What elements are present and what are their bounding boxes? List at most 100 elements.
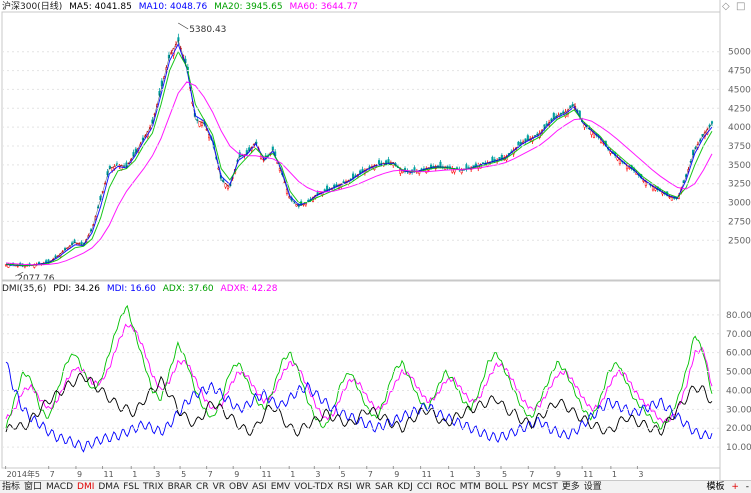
date-tick-label: 1: [450, 470, 455, 479]
axes: 5000 4750 4500 4250 4000 3750 3500 3250 3000 2750…: [1, 0, 751, 480]
ma5-line: [5, 39, 713, 267]
date-tick-label: 3: [155, 470, 160, 479]
date-tick-label: 11: [104, 470, 114, 479]
dmi-tick-label: 80.00: [726, 311, 751, 321]
price-tick-label: 3500: [728, 161, 751, 171]
ma60-line: [5, 81, 713, 266]
mdi-label: MDI: 16.60: [106, 284, 156, 294]
template-button[interactable]: 模板: [706, 482, 725, 492]
dmi-legend: DMI(35,6) PDI: 34.26 MDI: 16.60 ADX: 37.…: [2, 283, 281, 295]
date-tick-label: 3: [315, 470, 320, 479]
date-tick-label: 1: [132, 470, 137, 479]
tab-trix[interactable]: TRIX: [142, 482, 164, 492]
tab-psy[interactable]: PSY: [511, 482, 529, 492]
candle: [337, 183, 340, 191]
adx-label: ADX: 37.60: [162, 284, 214, 294]
tab-cr[interactable]: CR: [196, 482, 209, 492]
zoom-out-button[interactable]: -: [745, 482, 749, 492]
date-tick-label: 1: [612, 470, 617, 479]
price-tick-label: 2500: [728, 236, 751, 246]
date-tick-label: 11: [583, 470, 593, 479]
candle: [531, 135, 534, 144]
tab-sar[interactable]: SAR: [375, 482, 394, 492]
chart-canvas: 5380.43 2077.76 5000 4750 4500 4250 4000 3750 3…: [1, 0, 751, 480]
ma5-label: MA5: 4041.85: [69, 2, 132, 12]
dmi-panel-frame: [1, 280, 721, 469]
date-tick-label: 3: [475, 470, 480, 479]
candle: [238, 149, 241, 160]
mdi-line: [5, 361, 713, 453]
date-tick-label: 11: [422, 470, 432, 479]
candle: [465, 162, 468, 172]
tab-asi[interactable]: ASI: [252, 482, 267, 492]
price-tick-label: 4000: [728, 123, 751, 133]
date-tick-label: 9: [556, 470, 561, 479]
tab-fsl[interactable]: FSL: [123, 482, 139, 492]
date-tick-label: 3: [638, 470, 643, 479]
tab-rsi[interactable]: RSI: [337, 482, 352, 492]
price-legend: 沪深300(日线) MA5: 4041.85 MA10: 4048.76 MA2…: [2, 1, 362, 13]
tab-mcst[interactable]: MCST: [532, 482, 558, 492]
tab-obv[interactable]: OBV: [229, 482, 249, 492]
adxr-line: [5, 323, 713, 424]
date-tick-label: 9: [77, 470, 82, 479]
tab-macd[interactable]: MACD: [46, 482, 74, 492]
tab-dmi[interactable]: DMI: [77, 482, 95, 492]
tab-[interactable]: 窗口: [24, 482, 43, 492]
tab-[interactable]: 指标: [2, 482, 21, 492]
dmi-tick-label: 50.00: [726, 368, 751, 378]
tab-vol-tdx[interactable]: VOL-TDX: [294, 482, 334, 492]
tab-dma[interactable]: DMA: [98, 482, 120, 492]
date-tick-label: 5: [340, 470, 345, 479]
price-panel[interactable]: 5380.43 2077.76: [4, 22, 714, 284]
tab-cci[interactable]: CCI: [416, 482, 433, 492]
candle: [198, 121, 201, 128]
pdi-line: [5, 372, 713, 437]
date-tick-label: 2014年5: [7, 469, 40, 479]
date-tick-label: 7: [529, 470, 534, 479]
tab-[interactable]: 设置: [583, 482, 602, 492]
diamond-icon[interactable]: ◇: [722, 1, 730, 12]
adxr-label: ADXR: 42.28: [220, 284, 278, 294]
tab-list: 指标 窗口 MACD DMI DMA FSL TRIX BRAR CR VR OBV ASI EMV VO…: [0, 482, 604, 492]
tab-kdj[interactable]: KDJ: [397, 482, 413, 492]
adx-line: [5, 304, 713, 430]
dmi-panel[interactable]: [5, 304, 713, 453]
date-tick-label: 7: [368, 470, 373, 479]
dmi-tick-label: 70.00: [726, 330, 751, 340]
low-annotation: 2077.76: [17, 274, 54, 284]
indicator-tab-bar: 指标 窗口 MACD DMI DMA FSL TRIX BRAR CR VR OBV ASI EMV VO…: [0, 480, 751, 493]
dmi-tick-label: 20.00: [726, 424, 751, 434]
tab-boll[interactable]: BOLL: [484, 482, 508, 492]
ma10-line: [5, 42, 713, 267]
tab-vr[interactable]: VR: [212, 482, 226, 492]
date-tick-label: 1: [290, 470, 295, 479]
symbol-label: 沪深300(日线): [2, 2, 63, 12]
dmi-tick-label: 40.00: [726, 386, 751, 396]
price-tick-label: 2750: [728, 217, 751, 227]
high-marker: [178, 22, 189, 30]
dmi-tick-label: 10.00: [726, 443, 751, 453]
dmi-title: DMI(35,6): [2, 284, 47, 294]
ma60-label: MA60: 3644.77: [289, 2, 358, 12]
tab-mtm[interactable]: MTM: [459, 482, 481, 492]
tab-[interactable]: 更多: [561, 482, 580, 492]
date-tick-label: 9: [394, 470, 399, 479]
date-tick-label: 11: [261, 470, 271, 479]
price-tick-label: 4250: [728, 104, 751, 114]
high-annotation: 5380.43: [189, 25, 226, 35]
dmi-tick-label: 30.00: [726, 405, 751, 415]
tab-wr[interactable]: WR: [355, 482, 372, 492]
zoom-in-button[interactable]: +: [731, 482, 739, 492]
square-icon[interactable]: □: [736, 1, 746, 12]
ma20-line: [5, 50, 713, 267]
tab-emv[interactable]: EMV: [270, 482, 291, 492]
price-tick-label: 4750: [728, 67, 751, 77]
price-tick-label: 3250: [728, 180, 751, 190]
tab-brar[interactable]: BRAR: [167, 482, 193, 492]
tab-roc[interactable]: ROC: [436, 482, 456, 492]
price-tick-label: 4500: [728, 85, 751, 95]
date-tick-label: 5: [181, 470, 186, 479]
price-tick-label: 3750: [728, 142, 751, 152]
